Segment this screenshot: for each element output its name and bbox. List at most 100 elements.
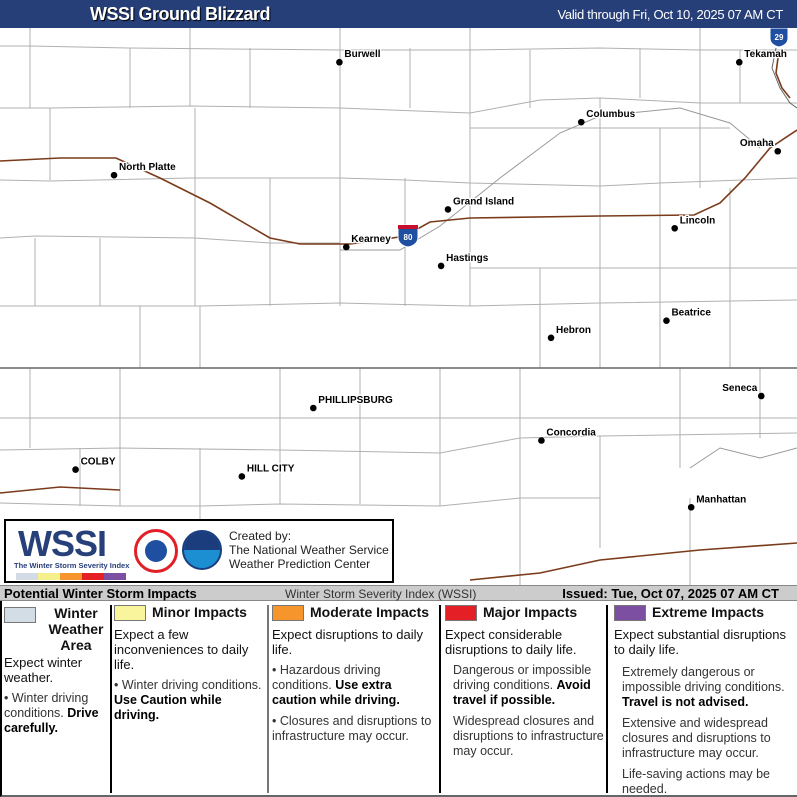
city-label: Beatrice (671, 308, 711, 319)
city-marker[interactable]: Burwell (336, 48, 382, 66)
category-bullet: Life-saving actions may be needed. (622, 767, 770, 796)
category-expect: Expect disruptions to daily life. (272, 627, 424, 657)
city-label: Concordia (546, 428, 596, 439)
county-boundaries (0, 28, 797, 586)
city-marker[interactable]: Concordia (538, 426, 598, 444)
city-marker[interactable]: North Platte (110, 161, 177, 179)
scale-segment (60, 573, 82, 580)
city-dot (342, 243, 350, 251)
category-bullet: Dangerous or impossible driving conditio… (453, 663, 592, 707)
city-dot (774, 147, 782, 155)
scale-segment (82, 573, 104, 580)
city-marker[interactable]: Beatrice (663, 306, 713, 324)
county-line (469, 28, 701, 506)
issued-time: Issued: Tue, Oct 07, 2025 07 AM CT (562, 586, 779, 601)
city-dot (663, 317, 670, 324)
city-marker[interactable]: Seneca (721, 382, 765, 400)
category-expect: Expect considerable disruptions to daily… (445, 627, 577, 657)
county-line (0, 97, 797, 114)
category-bullet: • Closures and disruptions to infrastruc… (272, 714, 432, 743)
city-label: Tekamah (744, 49, 787, 60)
city-dot (757, 392, 765, 400)
city-label: Columbus (586, 109, 635, 120)
city-label: Hebron (556, 325, 591, 336)
city-label: Hastings (446, 253, 489, 264)
city-label: HILL CITY (247, 463, 295, 474)
city-label: Lincoln (680, 215, 716, 226)
category-expect: Expect winter weather. (4, 655, 83, 685)
city-dot (336, 58, 343, 66)
valid-time: Valid through Fri, Oct 10, 2025 07 AM CT (557, 7, 784, 22)
impact-legend: Winter Weather Area Expect winter weathe… (0, 601, 797, 797)
category-label: Extreme Impacts (652, 604, 765, 620)
legend-minor: Minor Impacts Expect a few inconvenience… (110, 605, 267, 793)
map[interactable]: 80 29 Burwell Tekamah Columbus North Platte… (0, 28, 797, 586)
legend-moderate: Moderate Impacts Expect disruptions to d… (267, 605, 439, 793)
city-marker[interactable]: PHILLIPSBURG (310, 394, 394, 412)
swatch-extreme (614, 605, 646, 622)
interstate-29 (775, 57, 791, 99)
city-marker[interactable]: Manhattan (687, 493, 747, 511)
city-dot (538, 437, 545, 444)
city-dot (577, 118, 585, 126)
city-label: Omaha (740, 138, 774, 149)
i80-shield: 80 (397, 224, 419, 248)
city-marker[interactable]: Tekamah (735, 48, 788, 66)
city-dot (72, 466, 79, 473)
header-bar: WSSI Ground Blizzard Valid through Fri, … (0, 0, 797, 28)
city-marker[interactable]: Lincoln (671, 214, 717, 232)
legend-title-bar: Potential Winter Storm Impacts Winter St… (0, 585, 797, 601)
wssi-logo: WSSI (18, 523, 107, 564)
interstate-70 (0, 486, 797, 581)
city-label: Kearney (351, 234, 391, 245)
city-dot (110, 171, 118, 179)
category-bullet: Extremely dangerous or impossible drivin… (622, 665, 785, 709)
city-label: PHILLIPSBURG (318, 395, 393, 406)
legend-extreme: Extreme Impacts Expect substantial disru… (606, 604, 797, 796)
city-label: Grand Island (453, 196, 514, 207)
city-label: Burwell (344, 49, 380, 60)
city-marker[interactable]: Hebron (547, 324, 592, 342)
city-dot (437, 262, 445, 270)
credit-line: Created by: (229, 529, 292, 543)
county-line (189, 28, 441, 506)
county-line (0, 177, 797, 187)
category-bullet: Extensive and widespread closures and di… (622, 716, 771, 760)
city-marker[interactable]: COLBY (72, 455, 117, 473)
category-bullet: • Hazardous driving conditions. Use extr… (272, 663, 400, 707)
category-expect: Expect substantial disruptions to daily … (614, 627, 786, 657)
credits: Created by: The National Weather Service… (229, 529, 389, 571)
i29-shield: 29 (769, 28, 789, 48)
city-marker[interactable]: Hastings (437, 252, 490, 270)
city-marker[interactable]: Grand Island (444, 195, 515, 213)
city-label: Seneca (722, 383, 757, 394)
city-label: COLBY (81, 457, 116, 468)
city-dot (671, 224, 679, 232)
missouri-river (771, 47, 797, 109)
city-dot (547, 334, 555, 342)
credit-line: The National Weather Service (229, 543, 389, 557)
map-title: WSSI Ground Blizzard (90, 4, 271, 24)
city-marker[interactable]: Columbus (577, 108, 637, 126)
city-dot (310, 404, 317, 412)
category-label: Major Impacts (483, 604, 578, 620)
city-dot (444, 206, 452, 213)
swatch-minor (114, 605, 146, 622)
category-label: Minor Impacts (152, 604, 247, 620)
county-line (29, 28, 201, 506)
city-marker[interactable]: Omaha (739, 137, 782, 155)
wssi-subtitle: The Winter Storm Severity Index (14, 561, 130, 570)
shield-label: 80 (404, 233, 413, 242)
ks-highway (689, 447, 797, 469)
city-marker[interactable]: HILL CITY (238, 462, 296, 480)
category-bullet: • Winter driving conditions. Use Caution… (114, 678, 262, 722)
city-dot (687, 503, 695, 511)
county-line (599, 498, 691, 586)
legend-major: Major Impacts Expect considerable disrup… (439, 605, 606, 793)
city-dot (238, 473, 246, 480)
category-bullet: Widespread closures and disruptions to i… (453, 714, 604, 758)
swatch-moderate (272, 605, 304, 622)
wssi-logo-box: WSSI The Winter Storm Severity Index Cre… (4, 519, 394, 583)
city-marker[interactable]: Kearney (342, 233, 392, 251)
category-label: Winter Weather Area (48, 605, 104, 653)
